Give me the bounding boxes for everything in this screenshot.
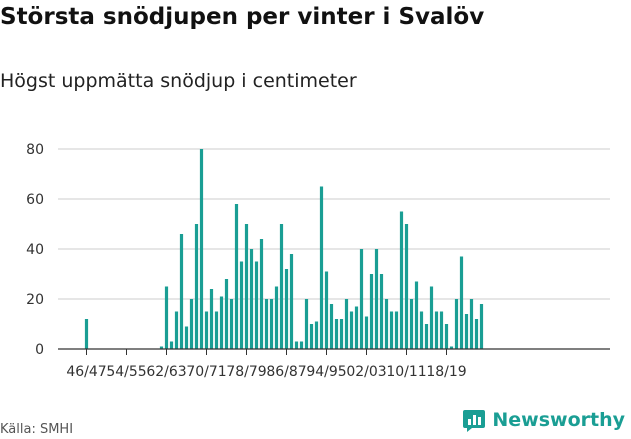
bar-75/76: [229, 299, 234, 349]
bar-91/92: [309, 324, 314, 349]
bar-13/14: [419, 311, 424, 349]
bar-09/10: [399, 211, 404, 349]
bar-21/22: [459, 256, 464, 349]
bar-71/72: [209, 289, 214, 349]
bar-15/16: [429, 286, 434, 349]
y-tick-label: 80: [26, 142, 44, 158]
bar-19/20: [449, 346, 454, 349]
chart-title: Största snödjupen per vinter i Svalöv: [0, 4, 485, 30]
bar-72/73: [214, 311, 219, 349]
bar-61/62: [159, 346, 164, 349]
bar-24/25: [474, 319, 479, 349]
gridlines: [58, 148, 610, 300]
bar-11/12: [409, 299, 414, 349]
brand-name: Newsworthy: [492, 409, 625, 431]
bar-85/86: [279, 224, 284, 349]
bar-20/21: [454, 299, 459, 349]
x-tick-label: 70/71: [186, 364, 226, 380]
bar-12/13: [414, 281, 419, 349]
x-tick-label: 54/55: [106, 364, 146, 380]
bar-04/05: [374, 249, 379, 349]
newsworthy-logo-icon: [463, 410, 486, 432]
bar-06/07: [384, 299, 389, 349]
bar-80/81: [254, 261, 259, 349]
y-tick-label: 0: [35, 342, 44, 358]
x-tick-label: 18/19: [426, 364, 466, 380]
bar-84/85: [274, 286, 279, 349]
x-tick-label: 86/87: [266, 364, 306, 380]
bar-99/00: [349, 311, 354, 349]
source-note: Källa: SMHI: [0, 422, 74, 437]
bar-46/47: [84, 319, 89, 349]
bar-74/75: [224, 279, 229, 349]
bar-73/74: [219, 296, 224, 349]
y-tick-label: 60: [26, 192, 44, 208]
bar-89/90: [299, 341, 304, 349]
bar-14/15: [424, 324, 429, 349]
bar-96/97: [334, 319, 339, 349]
bar-undefined: [479, 304, 484, 349]
bar-17/18: [439, 311, 444, 349]
bar-01/02: [359, 249, 364, 349]
bar-83/84: [269, 299, 274, 349]
bar-03/04: [369, 274, 374, 349]
bar-07/08: [389, 311, 394, 349]
bar-00/01: [354, 306, 359, 349]
x-tick-label: 10/11: [386, 364, 426, 380]
bar-10/11: [404, 224, 409, 349]
bar-64/65: [174, 311, 179, 349]
bar-18/19: [444, 324, 449, 349]
bar-chart: 0 20 40 60 80 46/47 54/55 62/63 70/71 78/79 86/87…: [26, 142, 610, 380]
bar-62/63: [164, 286, 169, 349]
bar-86/87: [284, 269, 289, 349]
bar-66/67: [184, 326, 189, 349]
bar-87/88: [289, 254, 294, 349]
bar-90/91: [304, 299, 309, 349]
bar-82/83: [264, 299, 269, 349]
bar-98/99: [344, 299, 349, 349]
bar-68/69: [194, 224, 199, 349]
y-tick-label: 20: [26, 292, 44, 308]
bar-63/64: [169, 341, 174, 349]
x-tick-label: 62/63: [146, 364, 186, 380]
bar-23/24: [469, 299, 474, 349]
bar-77/78: [239, 261, 244, 349]
bar-92/93: [314, 321, 319, 349]
bar-02/03: [364, 316, 369, 349]
x-axis: 46/47 54/55 62/63 70/71 78/79 86/87 94/95 02/03…: [58, 348, 610, 380]
x-tick-label: 78/79: [226, 364, 266, 380]
x-tick-label: 46/47: [66, 364, 106, 380]
bar-70/71: [204, 311, 209, 349]
bar-93/94: [319, 186, 324, 349]
x-tick-label: 02/03: [346, 364, 386, 380]
bar-94/95: [324, 271, 329, 349]
bar-81/82: [259, 239, 264, 349]
x-tick-label: 94/95: [306, 364, 346, 380]
bar-78/79: [244, 224, 249, 349]
bar-79/80: [249, 249, 254, 349]
bar-05/06: [379, 274, 384, 349]
bar-95/96: [329, 304, 334, 349]
bar-22/23: [464, 314, 469, 349]
brand-logo: Newsworthy: [462, 408, 625, 432]
bar-67/68: [189, 299, 194, 349]
chart-subtitle: Högst uppmätta snödjup i centimeter: [0, 70, 357, 92]
bars: [84, 149, 484, 349]
y-tick-label: 40: [26, 242, 44, 258]
bar-16/17: [434, 311, 439, 349]
bar-65/66: [179, 234, 184, 349]
bar-69/70: [199, 149, 204, 349]
bar-97/98: [339, 319, 344, 349]
bar-76/77: [234, 204, 239, 349]
bar-08/09: [394, 311, 399, 349]
bar-88/89: [294, 341, 299, 349]
y-axis-tick-labels: 0 20 40 60 80: [26, 142, 44, 358]
